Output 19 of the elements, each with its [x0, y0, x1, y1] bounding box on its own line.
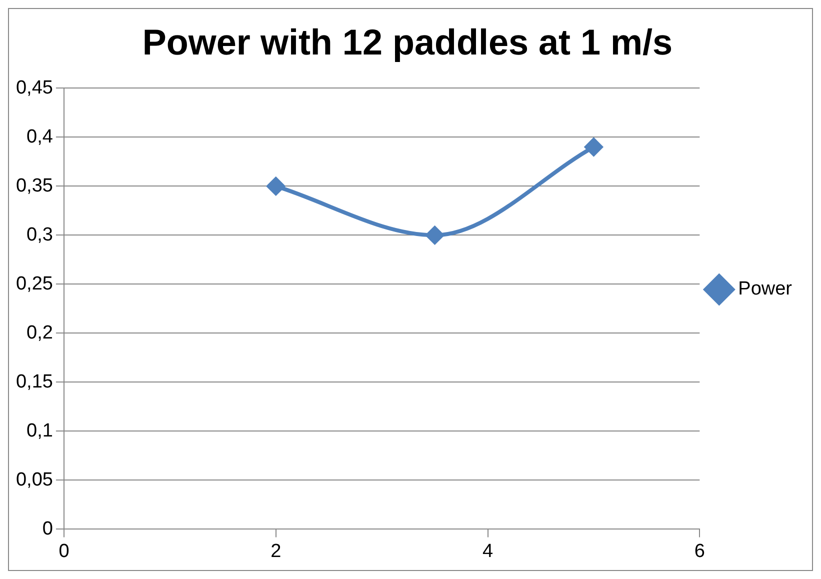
legend-label: Power [738, 278, 793, 300]
y-tick-label: 0 [42, 518, 53, 540]
y-tick-label: 0,4 [26, 126, 54, 148]
y-tick-label: 0,1 [26, 420, 53, 442]
y-tick-label: 0,45 [16, 77, 53, 98]
y-tick-label: 0,25 [16, 273, 53, 294]
point [584, 138, 603, 156]
y-tick-label: 0,05 [16, 469, 53, 490]
y-tick-label: 0,3 [26, 224, 53, 246]
y-tick-label: 0,15 [16, 371, 53, 392]
chart-title: Power with 12 paddles at 1 m/s [142, 22, 673, 63]
x-tick-label: 2 [270, 540, 282, 562]
x-tick-label: 4 [482, 540, 494, 562]
point [266, 177, 285, 196]
y-tick-label: 0,35 [16, 175, 53, 196]
x-tick-label: 0 [58, 540, 70, 562]
y-tick-label: 0,2 [26, 322, 53, 344]
x-tick-label: 6 [694, 540, 705, 562]
point [426, 226, 444, 244]
